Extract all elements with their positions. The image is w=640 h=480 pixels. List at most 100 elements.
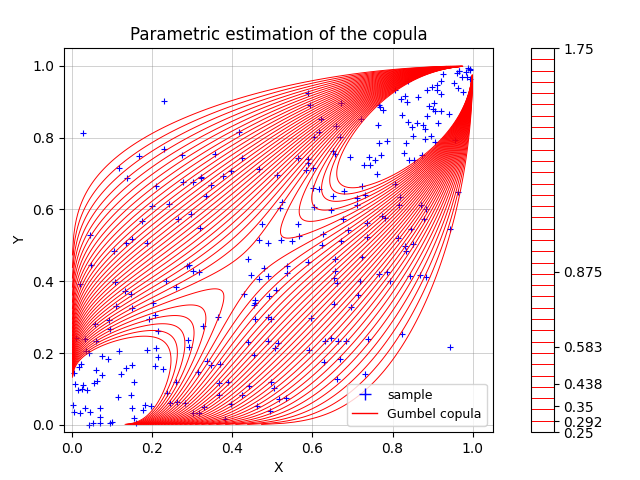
Point: [357, 253, 367, 261]
Point: [316, 115, 326, 123]
Point: [405, 273, 415, 280]
Point: [404, 156, 414, 164]
Point: [109, 278, 120, 286]
Point: [173, 216, 183, 223]
Point: [292, 220, 303, 228]
Point: [335, 133, 346, 141]
Point: [84, 408, 95, 416]
Point: [326, 334, 336, 341]
Point: [333, 337, 344, 345]
Point: [239, 290, 249, 298]
Point: [136, 217, 147, 225]
Point: [129, 414, 139, 422]
Point: [198, 403, 209, 411]
Point: [212, 313, 223, 321]
Point: [418, 121, 428, 129]
Point: [382, 137, 392, 145]
Point: [246, 272, 256, 279]
Point: [390, 180, 400, 188]
Point: [147, 203, 157, 210]
Point: [433, 119, 443, 127]
Point: [157, 366, 168, 373]
Point: [141, 239, 152, 247]
Point: [415, 271, 425, 279]
Point: [243, 255, 253, 263]
Point: [83, 420, 93, 428]
Point: [148, 299, 158, 307]
Point: [422, 112, 432, 120]
Point: [326, 206, 336, 214]
Point: [69, 369, 79, 377]
Point: [184, 261, 194, 269]
Point: [394, 193, 404, 201]
Point: [106, 325, 116, 333]
Point: [308, 184, 318, 192]
Point: [420, 125, 430, 133]
Point: [408, 132, 418, 140]
Point: [116, 370, 126, 378]
Point: [465, 66, 475, 73]
Point: [332, 279, 342, 287]
Point: [113, 165, 124, 172]
Point: [337, 216, 348, 223]
Point: [88, 379, 99, 386]
Point: [259, 264, 269, 272]
Point: [399, 149, 410, 157]
Point: [401, 242, 411, 250]
Point: [206, 361, 216, 369]
Point: [318, 230, 328, 238]
Point: [355, 277, 365, 285]
Point: [389, 86, 399, 94]
Point: [431, 82, 442, 89]
Point: [355, 115, 365, 123]
Point: [153, 327, 163, 335]
Point: [237, 155, 247, 162]
Point: [269, 384, 280, 392]
Point: [454, 68, 464, 75]
Point: [385, 277, 396, 285]
Point: [362, 233, 372, 241]
Point: [303, 89, 313, 97]
Point: [81, 386, 92, 394]
Point: [416, 201, 426, 209]
Point: [436, 77, 446, 84]
Point: [360, 192, 370, 199]
Point: [294, 232, 305, 240]
Point: [75, 409, 85, 417]
Point: [244, 382, 254, 389]
Point: [362, 219, 372, 227]
Point: [180, 399, 190, 407]
Point: [376, 151, 386, 158]
Point: [274, 396, 284, 403]
Point: [365, 161, 375, 169]
Point: [214, 391, 225, 399]
Point: [351, 201, 362, 209]
Point: [403, 77, 413, 85]
Point: [151, 344, 161, 352]
Point: [70, 334, 81, 342]
Point: [138, 407, 148, 414]
Point: [430, 108, 440, 115]
Point: [97, 371, 107, 379]
Point: [177, 151, 187, 159]
Point: [449, 79, 459, 87]
Point: [111, 302, 121, 310]
Point: [319, 358, 329, 366]
Point: [394, 201, 404, 208]
Point: [214, 360, 225, 368]
Point: [375, 103, 385, 111]
Point: [397, 111, 407, 119]
Point: [408, 240, 418, 248]
Point: [196, 173, 206, 181]
Point: [69, 381, 79, 388]
Point: [330, 267, 340, 275]
Point: [253, 275, 264, 283]
Point: [382, 268, 392, 276]
Point: [125, 289, 136, 297]
Point: [250, 301, 260, 309]
Point: [438, 70, 448, 78]
Point: [196, 174, 207, 182]
Point: [292, 155, 303, 162]
Point: [417, 151, 428, 159]
Point: [143, 315, 154, 323]
